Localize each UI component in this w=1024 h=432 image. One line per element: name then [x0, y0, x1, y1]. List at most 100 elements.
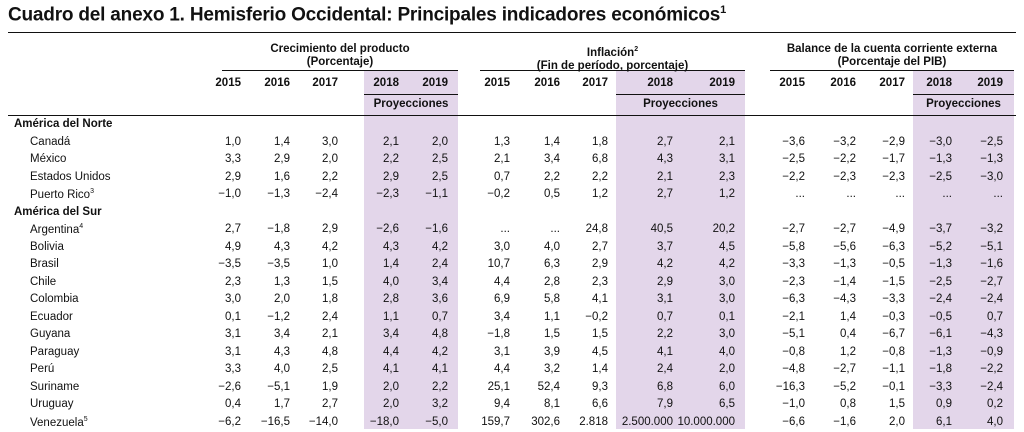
value-cell: 4,2 — [719, 258, 735, 270]
value-cell: 0,8 — [840, 398, 856, 410]
value-cell: 2,3 — [719, 170, 735, 183]
value-cell: 2,2 — [383, 153, 399, 165]
value-cell: 5,8 — [544, 293, 560, 305]
value-cell: −5,2 — [833, 380, 856, 393]
value-cell: 10.000.000 — [677, 415, 735, 428]
value-cell: 2,4 — [432, 258, 448, 270]
group-unit: (Fin de período, porcentaje) — [536, 59, 689, 72]
value-cell: 1,5 — [592, 328, 608, 340]
value-cell: 3,1 — [225, 328, 241, 340]
value-cell: −2,7 — [833, 223, 856, 235]
table-row: Puerto Rico3 −1,0 −1,3 −2,4 −2,3 −1,1 −0,2 0,5 1… — [0, 187, 1024, 204]
value-cell: 2,3 — [592, 275, 608, 288]
value-cell: 20,2 — [712, 223, 735, 235]
value-cell: 2,9 — [225, 170, 241, 183]
value-cell: −5,8 — [782, 240, 805, 253]
country-name: Argentina4 — [30, 223, 83, 236]
value-cell: 2,4 — [322, 310, 338, 323]
value-cell: 2,0 — [889, 415, 905, 428]
value-cell: 2,2 — [432, 380, 448, 393]
table-row: Argentina4 2,7 −1,8 2,9 −2,6 −1,6...... 24,8 40… — [0, 222, 1024, 239]
value-cell: ... — [993, 188, 1003, 200]
value-cell: −3,6 — [782, 135, 805, 148]
region-header: América del Norte — [14, 118, 113, 130]
value-cell: 0,1 — [225, 310, 241, 323]
country-label: Puerto Rico — [30, 188, 91, 201]
value-cell: 4,2 — [432, 345, 448, 358]
country-name: Ecuador — [30, 311, 73, 323]
country-label: Canadá — [30, 135, 71, 148]
value-cell: 6,5 — [719, 398, 735, 410]
value-cell: −2,2 — [833, 153, 856, 165]
value-cell: −14,0 — [308, 415, 338, 428]
value-cell: −6,2 — [218, 415, 241, 428]
value-cell: 1,4 — [840, 310, 856, 323]
country-name: Colombia — [30, 293, 79, 305]
year-header: 2017 — [312, 77, 338, 89]
value-cell: 0,2 — [987, 398, 1003, 410]
value-cell: −16,3 — [775, 380, 805, 393]
value-cell: 4,0 — [274, 363, 290, 375]
value-cell: 0,1 — [719, 310, 735, 323]
value-cell: 2,0 — [383, 398, 399, 410]
value-cell: 1,1 — [544, 310, 560, 323]
table-row: Suriname −2,6 −5,1 1,9 2,0 2,2 25,1 52,4 9,3 6,8 6… — [0, 380, 1024, 397]
table-row: Colombia 3,0 2,0 1,8 2,8 3,6 6,9 5,8 4,1 3,1 3,0 −6… — [0, 292, 1024, 309]
value-cell: −0,8 — [782, 345, 805, 358]
value-cell: 4,0 — [544, 240, 560, 253]
value-cell: −4,9 — [882, 223, 905, 235]
country-label: Estados Unidos — [30, 170, 111, 183]
value-cell: 1,4 — [274, 135, 290, 148]
year-header: 2019 — [977, 77, 1003, 89]
year-header: 2019 — [709, 77, 735, 89]
value-cell: 4,5 — [719, 240, 735, 253]
value-cell: 2,7 — [657, 188, 673, 200]
group-footnote-marker: 2 — [634, 46, 639, 53]
value-cell: 9,3 — [592, 380, 608, 393]
value-cell: 4,1 — [592, 293, 608, 305]
value-cell: 1,5 — [322, 275, 338, 288]
value-cell: ... — [846, 188, 856, 200]
value-cell: −16,5 — [260, 415, 290, 428]
country-name: Uruguay — [30, 398, 73, 410]
value-cell: 2,5 — [432, 153, 448, 165]
value-cell: −1,3 — [929, 153, 952, 165]
value-cell: −1,8 — [267, 223, 290, 235]
value-cell: 1,4 — [383, 258, 399, 270]
value-cell: −1,3 — [267, 188, 290, 200]
value-cell: 6,9 — [494, 293, 510, 305]
value-cell: 4,1 — [657, 345, 673, 358]
value-cell: −1,3 — [929, 258, 952, 270]
table-row: Paraguay 3,1 4,3 4,8 4,4 4,2 3,1 3,9 4,5 4,1 4,0 −0… — [0, 345, 1024, 362]
value-cell: −2,4 — [980, 380, 1003, 393]
value-cell: 3,4 — [432, 275, 448, 288]
value-cell: 1,3 — [274, 275, 290, 288]
country-label: Colombia — [30, 293, 79, 305]
value-cell: −1,3 — [929, 345, 952, 358]
value-cell: −3,5 — [267, 258, 290, 270]
value-cell: 1,7 — [274, 398, 290, 410]
year-header: 2017 — [582, 77, 608, 89]
value-cell: −2,5 — [929, 275, 952, 288]
value-cell: −2,5 — [782, 153, 805, 165]
table-row: México 3,3 2,9 2,0 2,2 2,5 2,1 3,4 6,8 4,3 3,1 −2,5… — [0, 152, 1024, 169]
projection-shade — [913, 70, 1014, 429]
value-cell: 1,1 — [383, 310, 399, 323]
value-cell: 2.818 — [579, 415, 608, 428]
country-name: Canadá — [30, 136, 70, 148]
country-label: Bolivia — [30, 240, 64, 253]
value-cell: 3,1 — [225, 345, 241, 358]
projection-shade — [616, 70, 745, 429]
value-cell: 1,6 — [274, 170, 290, 183]
value-cell: −2,5 — [980, 135, 1003, 148]
value-cell: −2,7 — [782, 223, 805, 235]
year-header: 2016 — [830, 77, 856, 89]
country-label: Guyana — [30, 328, 71, 340]
column-group-header: Crecimiento del producto (Porcentaje) — [222, 43, 458, 69]
country-label: Brasil — [30, 258, 59, 270]
country-label: Uruguay — [30, 398, 74, 410]
value-cell: −6,1 — [929, 328, 952, 340]
country-name: Venezuela5 — [30, 416, 88, 429]
group-title: Inflación — [586, 46, 635, 59]
value-cell: 2,3 — [225, 275, 241, 288]
